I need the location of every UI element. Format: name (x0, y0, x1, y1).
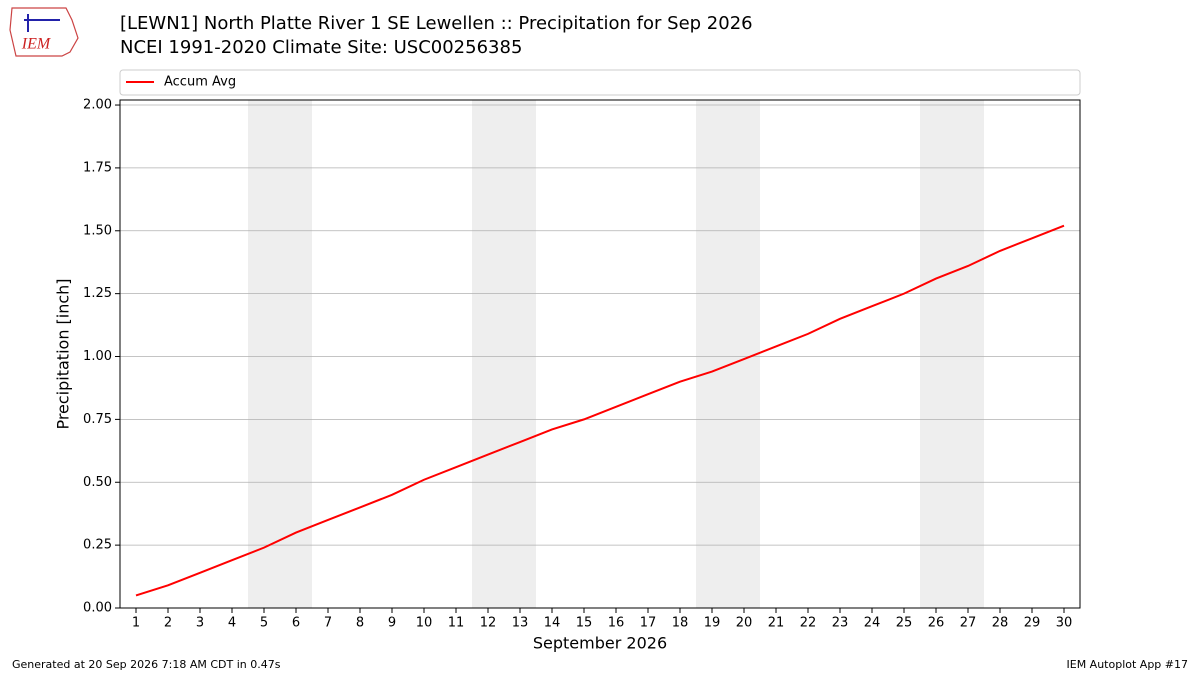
weekend-shade (696, 100, 760, 608)
x-tick-label: 27 (960, 616, 977, 631)
x-tick-label: 21 (768, 616, 785, 631)
y-tick-label: 0.25 (83, 538, 112, 553)
x-tick-label: 3 (196, 616, 204, 631)
weekend-shade (248, 100, 312, 608)
chart-title: [LEWN1] North Platte River 1 SE Lewellen… (120, 13, 753, 34)
y-axis-label: Precipitation [inch] (54, 278, 73, 429)
x-tick-label: 24 (864, 616, 881, 631)
x-tick-label: 9 (388, 616, 396, 631)
x-tick-label: 10 (416, 616, 433, 631)
logo: IEM (9, 7, 79, 57)
x-tick-label: 12 (480, 616, 497, 631)
x-tick-label: 23 (832, 616, 849, 631)
x-tick-label: 30 (1056, 616, 1073, 631)
x-tick-label: 16 (608, 616, 625, 631)
x-tick-label: 5 (260, 616, 268, 631)
y-tick-label: 1.25 (83, 286, 112, 301)
y-tick-label: 0.00 (83, 601, 112, 616)
y-tick-label: 2.00 (83, 98, 112, 113)
x-tick-label: 19 (704, 616, 721, 631)
x-tick-label: 1 (132, 616, 140, 631)
x-tick-label: 17 (640, 616, 657, 631)
x-tick-label: 14 (544, 616, 561, 631)
x-tick-label: 15 (576, 616, 593, 631)
x-tick-label: 13 (512, 616, 529, 631)
logo-text: IEM (21, 36, 52, 53)
x-tick-label: 28 (992, 616, 1009, 631)
x-tick-label: 25 (896, 616, 913, 631)
footer-left: Generated at 20 Sep 2026 7:18 AM CDT in … (12, 658, 281, 671)
data-line (135, 224, 1065, 597)
x-tick-label: 22 (800, 616, 817, 631)
x-tick-label: 4 (228, 616, 236, 631)
chart-subtitle: NCEI 1991-2020 Climate Site: USC00256385 (120, 37, 522, 58)
x-tick-label: 26 (928, 616, 945, 631)
x-tick-label: 8 (356, 616, 364, 631)
x-tick-label: 29 (1024, 616, 1041, 631)
y-tick-label: 0.50 (83, 475, 112, 490)
legend-label: Accum Avg (164, 75, 236, 90)
logo-outline (9, 7, 79, 57)
y-tick-label: 0.75 (83, 412, 112, 427)
x-tick-label: 11 (448, 616, 465, 631)
x-tick-label: 2 (164, 616, 172, 631)
legend-box (119, 69, 1081, 96)
footer-right: IEM Autoplot App #17 (1067, 658, 1189, 671)
y-tick-label: 1.00 (83, 349, 112, 364)
x-tick-label: 20 (736, 616, 753, 631)
y-tick-label: 1.50 (83, 223, 112, 238)
x-axis-label: September 2026 (533, 634, 667, 653)
plot-frame (119, 99, 1081, 609)
weekend-shade (920, 100, 984, 608)
weekend-shade (472, 100, 536, 608)
x-tick-label: 6 (292, 616, 300, 631)
x-tick-label: 7 (324, 616, 332, 631)
x-tick-label: 18 (672, 616, 689, 631)
y-tick-label: 1.75 (83, 160, 112, 175)
